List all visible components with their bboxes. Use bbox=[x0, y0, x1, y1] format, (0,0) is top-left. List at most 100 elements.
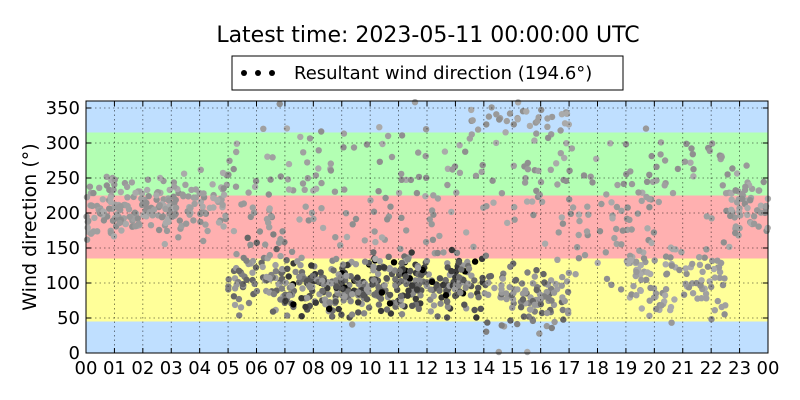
data-point bbox=[371, 291, 378, 298]
data-point bbox=[172, 204, 180, 211]
data-point bbox=[744, 211, 751, 218]
data-point bbox=[568, 145, 576, 152]
x-tick-label: 23 bbox=[728, 358, 751, 379]
data-point bbox=[458, 266, 465, 273]
data-point bbox=[284, 312, 291, 319]
data-point bbox=[91, 214, 98, 222]
data-point bbox=[531, 273, 538, 280]
data-point bbox=[523, 198, 531, 205]
data-point bbox=[661, 292, 669, 299]
data-point bbox=[219, 201, 226, 209]
data-point bbox=[755, 187, 762, 194]
data-point bbox=[558, 282, 565, 289]
data-point bbox=[448, 208, 455, 216]
data-point bbox=[714, 297, 721, 305]
data-point bbox=[236, 312, 243, 319]
data-point bbox=[329, 313, 336, 320]
data-point bbox=[643, 178, 651, 185]
data-point bbox=[436, 232, 443, 240]
data-point bbox=[338, 311, 345, 318]
data-point bbox=[524, 269, 531, 276]
data-point bbox=[708, 316, 715, 323]
data-point bbox=[398, 302, 406, 309]
data-point bbox=[247, 241, 254, 248]
data-point bbox=[503, 290, 510, 297]
data-point bbox=[156, 174, 164, 182]
data-point bbox=[132, 223, 139, 230]
data-point bbox=[304, 294, 311, 302]
data-point bbox=[541, 279, 548, 286]
data-point bbox=[436, 287, 443, 294]
data-point bbox=[716, 274, 723, 281]
data-point bbox=[693, 279, 700, 287]
data-point bbox=[140, 212, 147, 219]
data-point bbox=[638, 305, 645, 312]
data-point bbox=[630, 282, 637, 290]
data-point bbox=[312, 299, 319, 306]
data-point bbox=[202, 221, 209, 228]
data-point bbox=[134, 215, 142, 222]
x-axis: 00 01 02 03 04 05 06 07 08 09 10 11 12 13 14 15 16 17 18 19… bbox=[75, 101, 779, 379]
data-point bbox=[398, 170, 405, 178]
data-point bbox=[561, 120, 569, 127]
data-point bbox=[277, 252, 284, 260]
data-points bbox=[83, 99, 772, 356]
x-tick-label: 05 bbox=[217, 358, 240, 379]
data-point bbox=[728, 206, 735, 213]
data-point bbox=[204, 227, 211, 235]
legend: Resultant wind direction (194.6°) bbox=[231, 55, 624, 91]
data-point bbox=[689, 290, 697, 297]
data-point bbox=[375, 264, 383, 272]
data-point bbox=[706, 147, 713, 154]
x-tick-label: 00 bbox=[75, 358, 98, 379]
data-point bbox=[662, 253, 670, 260]
data-point bbox=[270, 231, 277, 238]
data-point bbox=[530, 211, 537, 219]
data-point bbox=[327, 160, 334, 167]
data-point bbox=[360, 310, 368, 317]
data-point bbox=[387, 203, 394, 210]
data-point bbox=[455, 274, 463, 281]
data-point bbox=[171, 183, 178, 190]
data-point bbox=[391, 267, 399, 274]
data-point bbox=[503, 117, 510, 125]
data-point bbox=[214, 197, 221, 204]
data-point bbox=[687, 159, 694, 166]
data-point bbox=[456, 142, 463, 149]
data-point bbox=[245, 189, 252, 196]
data-point bbox=[633, 258, 640, 265]
data-point bbox=[327, 167, 335, 174]
data-point bbox=[613, 203, 621, 211]
data-point bbox=[390, 259, 398, 266]
data-point bbox=[747, 197, 754, 204]
data-point bbox=[409, 302, 416, 309]
data-point bbox=[477, 305, 484, 312]
data-point bbox=[423, 174, 430, 181]
data-point bbox=[519, 296, 527, 303]
data-point bbox=[540, 270, 547, 278]
data-point bbox=[412, 295, 419, 303]
y-tick-label: 0 bbox=[69, 343, 80, 364]
data-point bbox=[567, 210, 574, 217]
data-point bbox=[598, 200, 605, 208]
data-point bbox=[244, 234, 251, 241]
gridlines bbox=[86, 101, 768, 353]
data-point bbox=[330, 267, 337, 274]
data-point bbox=[262, 241, 269, 248]
data-point bbox=[384, 216, 391, 223]
data-point bbox=[386, 265, 393, 273]
data-point bbox=[743, 162, 750, 169]
data-point bbox=[560, 316, 567, 323]
data-point bbox=[381, 282, 388, 289]
data-point bbox=[155, 226, 163, 234]
data-point bbox=[624, 204, 631, 211]
data-point bbox=[522, 289, 529, 296]
data-point bbox=[385, 253, 392, 260]
data-point bbox=[283, 125, 291, 132]
data-point bbox=[428, 221, 435, 228]
data-point bbox=[337, 242, 344, 249]
data-point bbox=[220, 191, 228, 198]
data-point bbox=[422, 126, 430, 133]
data-point bbox=[139, 201, 146, 208]
data-point bbox=[430, 302, 438, 309]
